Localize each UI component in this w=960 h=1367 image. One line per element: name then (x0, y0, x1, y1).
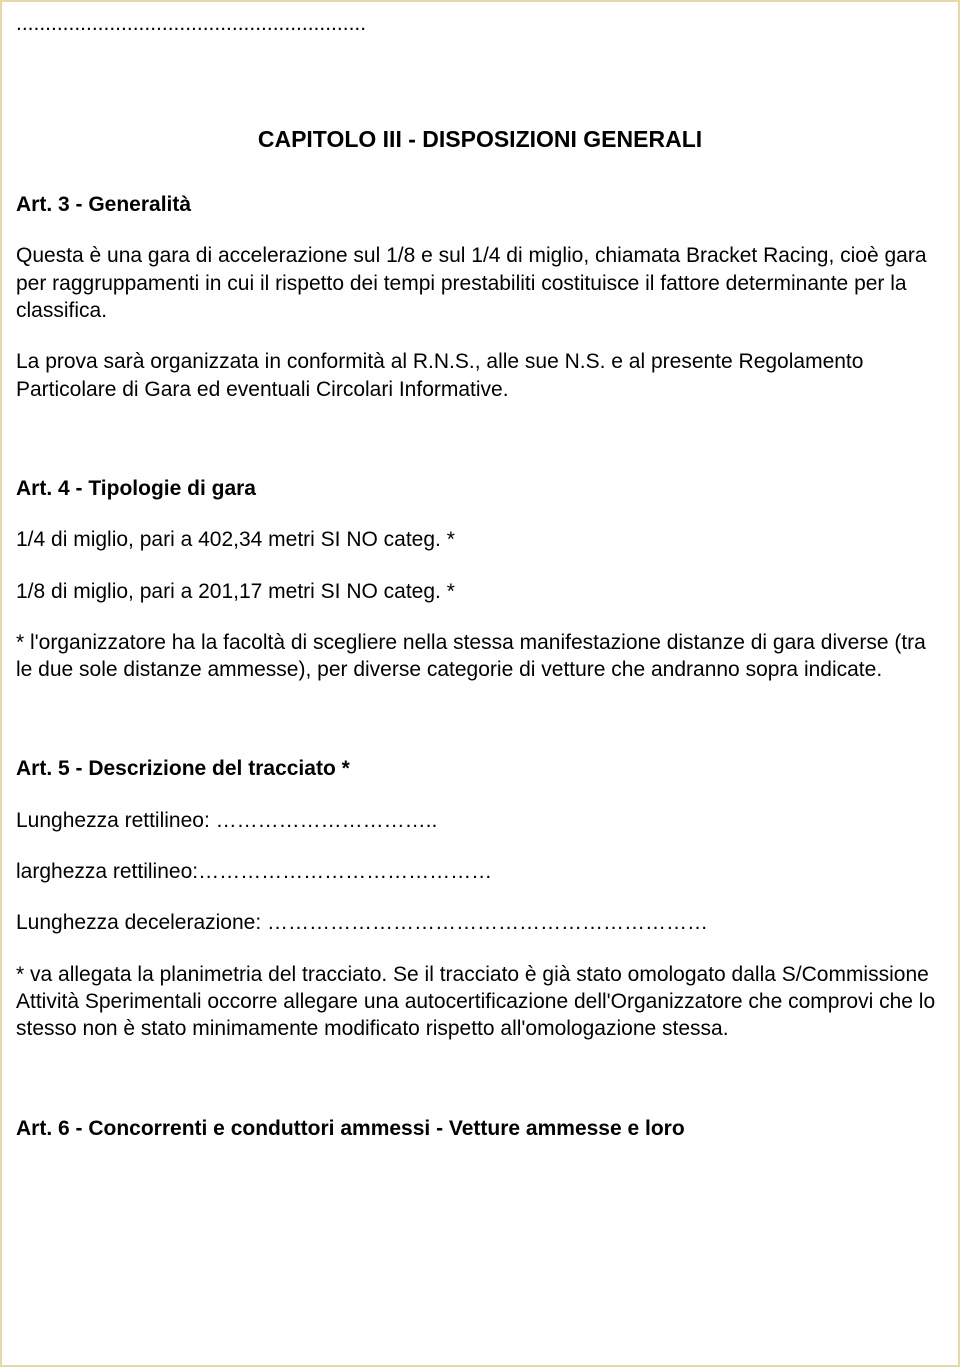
art3-heading: Art. 3 - Generalità (16, 191, 944, 218)
art3-p2: La prova sarà organizzata in conformità … (16, 348, 944, 403)
art5-p3: Lunghezza decelerazione: ………………………………………… (16, 909, 944, 936)
art3-p1: Questa è una gara di accelerazione sul 1… (16, 242, 944, 324)
art4-p2: 1/8 di miglio, pari a 201,17 metri SI NO… (16, 578, 944, 605)
art6-heading: Art. 6 - Concorrenti e conduttori ammess… (16, 1115, 944, 1142)
art5-p4: * va allegata la planimetria del traccia… (16, 961, 944, 1043)
art4-p3: * l'organizzatore ha la facoltà di scegl… (16, 629, 944, 684)
art4-heading: Art. 4 - Tipologie di gara (16, 475, 944, 502)
chapter-title: CAPITOLO III - DISPOSIZIONI GENERALI (16, 125, 944, 155)
document-page: ........................................… (0, 0, 960, 1367)
art5-heading: Art. 5 - Descrizione del tracciato * (16, 755, 944, 782)
art5-p2: larghezza rettilineo:…………………………………… (16, 858, 944, 885)
art4-p1: 1/4 di miglio, pari a 402,34 metri SI NO… (16, 526, 944, 553)
art5-p1: Lunghezza rettilineo: ………………………….. (16, 807, 944, 834)
top-dotted-line: ........................................… (16, 10, 944, 37)
